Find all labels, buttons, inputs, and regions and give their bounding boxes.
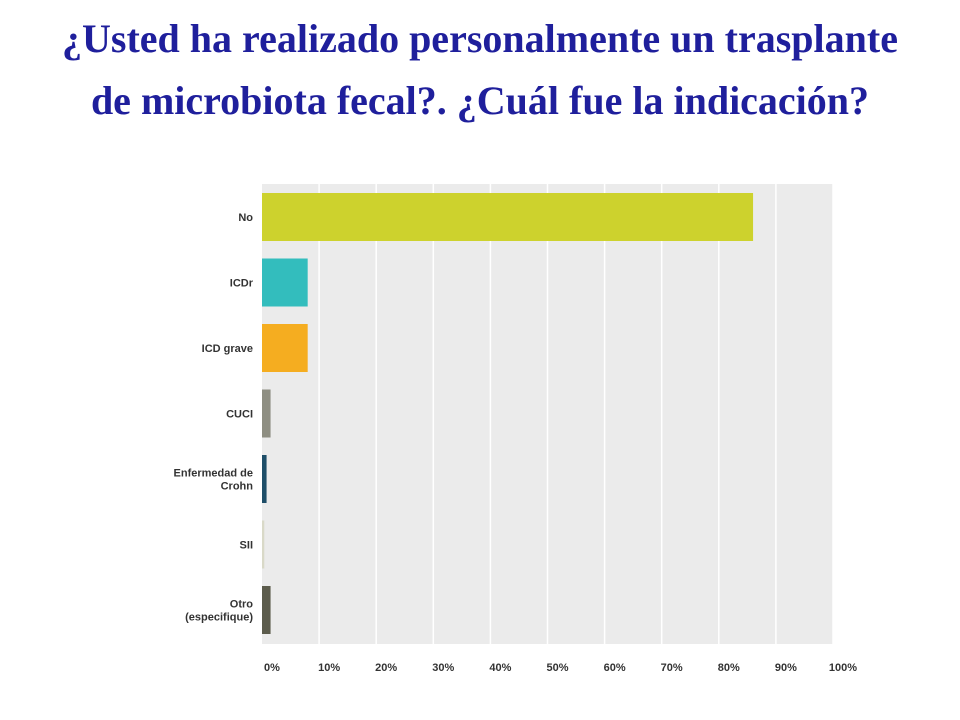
x-tick-label: 90% <box>775 662 797 674</box>
bar <box>262 193 754 241</box>
bar <box>262 520 265 569</box>
category-label: ICDr <box>230 278 254 290</box>
x-tick-labels: 0% 10% 20% 30% 40% 50% 60% 70% 80% 90% 100% <box>264 662 857 674</box>
x-tick-label: 100% <box>829 662 857 674</box>
x-tick-label: 70% <box>661 662 683 674</box>
bar <box>262 389 271 438</box>
x-tick-label: 0% <box>264 662 280 674</box>
x-tick-label: 10% <box>318 662 340 674</box>
bar <box>262 586 271 634</box>
category-label: No <box>238 212 253 224</box>
bar <box>262 324 308 372</box>
category-label: Enfermedad de Crohn <box>174 468 254 493</box>
category-label: CUCI <box>226 409 253 421</box>
slide-title: ¿Usted ha realizado personalmente un tra… <box>62 16 898 123</box>
category-label: SII <box>240 540 253 552</box>
grid-lines <box>318 184 834 644</box>
x-tick-label: 40% <box>489 662 511 674</box>
x-tick-label: 60% <box>604 662 626 674</box>
x-tick-label: 30% <box>432 662 454 674</box>
bar <box>262 455 267 503</box>
bars <box>262 193 754 634</box>
category-label: ICD grave <box>202 343 253 355</box>
x-tick-label: 80% <box>718 662 740 674</box>
x-tick-label: 20% <box>375 662 397 674</box>
x-tick-label: 50% <box>546 662 568 674</box>
category-labels: No ICDr ICD grave CUCI Enfermedad de Crohn SII… <box>174 212 254 624</box>
category-label: Otro (especifique) <box>185 599 253 624</box>
bar <box>262 258 308 307</box>
